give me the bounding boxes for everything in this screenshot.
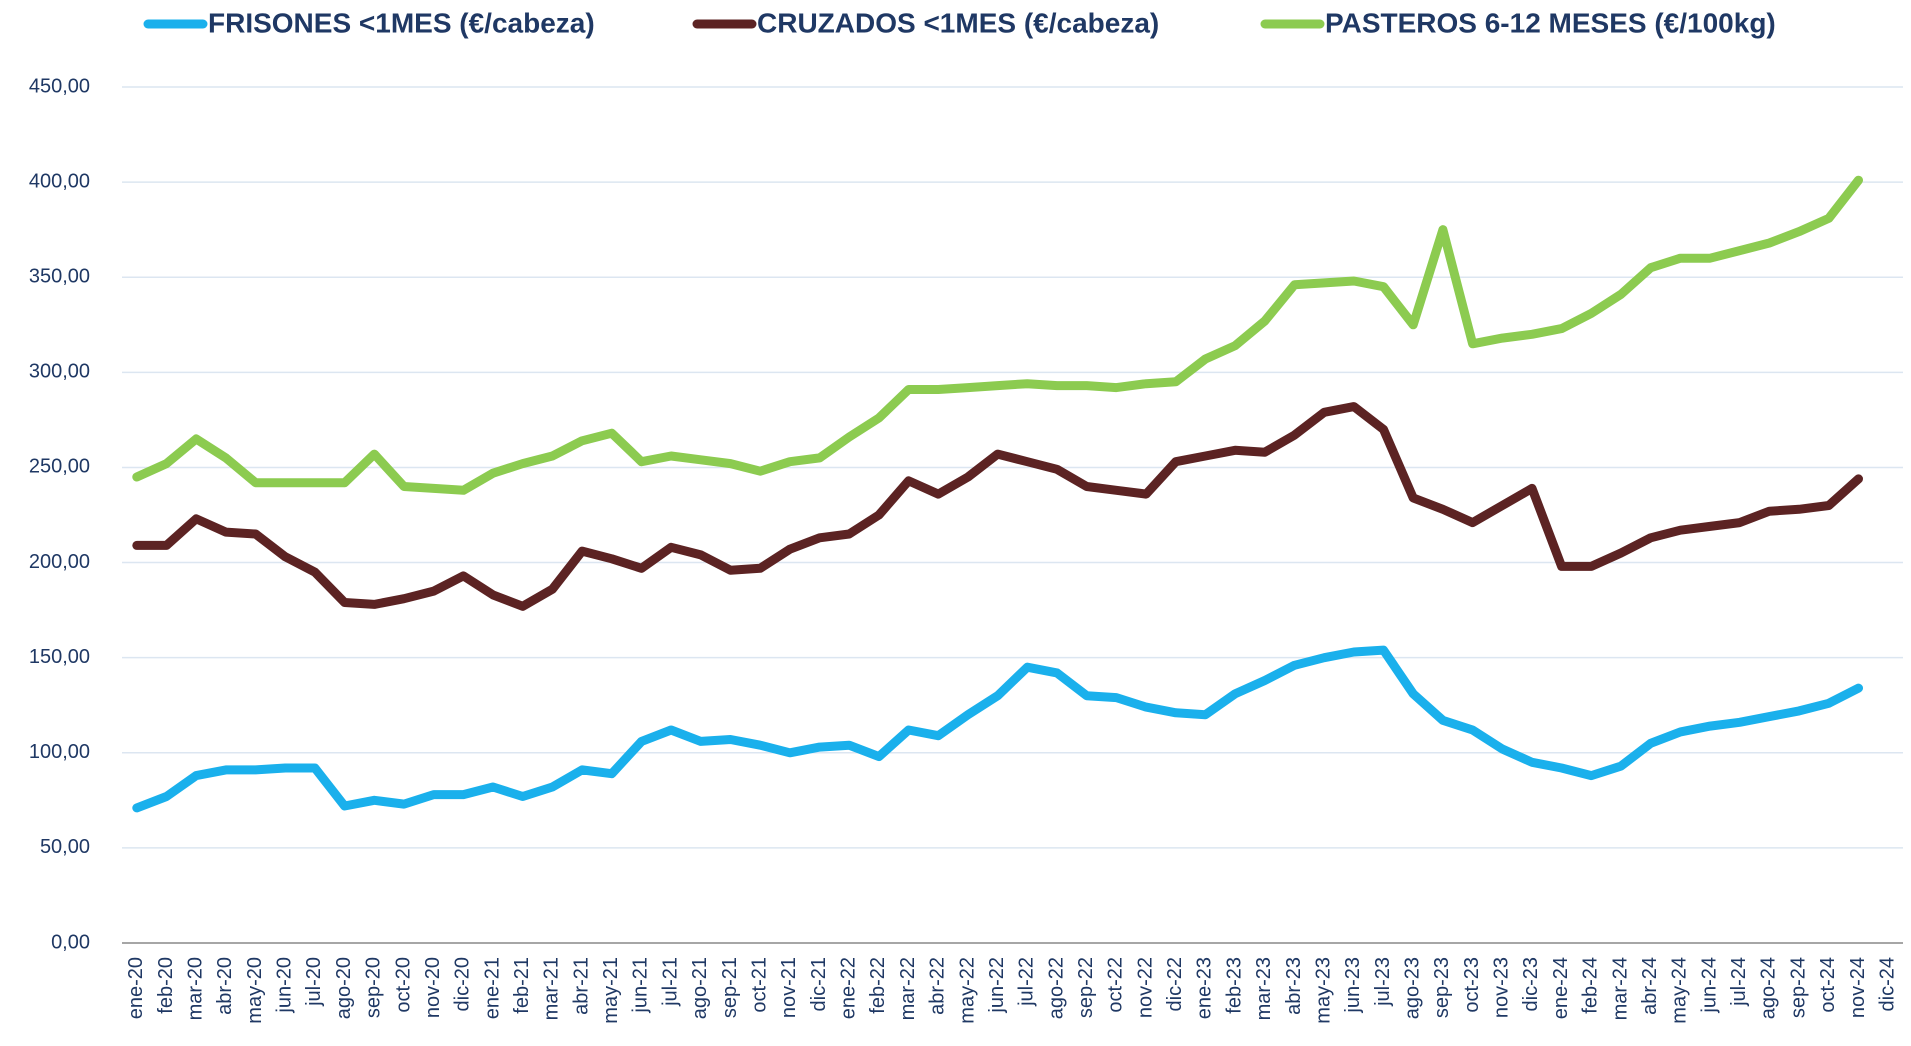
x-tick-label: jun-23: [1342, 957, 1364, 1014]
y-tick-label: 150,00: [29, 646, 90, 668]
x-tick-label: oct-24: [1817, 957, 1839, 1013]
x-tick-label: nov-21: [778, 957, 800, 1018]
x-tick-label: jul-24: [1728, 957, 1750, 1007]
x-tick-label: sep-23: [1431, 957, 1453, 1018]
x-tick-label: abr-21: [570, 957, 592, 1015]
x-tick-label: ene-23: [1194, 957, 1216, 1019]
x-tick-label: oct-23: [1461, 957, 1483, 1013]
x-tick-label: jul-20: [303, 957, 325, 1007]
x-tick-label: nov-20: [422, 957, 444, 1018]
x-tick-label: mar-21: [541, 957, 563, 1020]
x-tick-label: may-21: [600, 957, 622, 1024]
x-tick-label: dic-20: [452, 957, 474, 1011]
x-tick-label: abr-23: [1283, 957, 1305, 1015]
x-tick-label: mar-23: [1253, 957, 1275, 1020]
x-tick-label: jul-22: [1016, 957, 1038, 1007]
y-tick-label: 200,00: [29, 551, 90, 573]
x-tick-label: ago-23: [1402, 957, 1424, 1019]
series-line: [132, 645, 1863, 813]
x-tick-label: dic-24: [1876, 957, 1898, 1011]
y-tick-label: 250,00: [29, 456, 90, 478]
x-tick-label: nov-23: [1491, 957, 1513, 1018]
y-tick-label: 350,00: [29, 266, 90, 288]
x-tick-label: abr-24: [1639, 957, 1661, 1015]
x-tick-label: mar-20: [184, 957, 206, 1020]
x-tick-label: feb-20: [155, 957, 177, 1014]
x-tick-label: ene-21: [481, 957, 503, 1019]
x-tick-label: oct-20: [392, 957, 414, 1013]
legend-label: PASTEROS 6-12 MESES (€/100kg): [1325, 7, 1776, 38]
y-tick-label: 450,00: [29, 75, 90, 97]
x-tick-label: dic-23: [1520, 957, 1542, 1011]
series-line: [132, 402, 1863, 611]
x-tick-label: oct-21: [748, 957, 770, 1013]
x-tick-label: sep-22: [1075, 957, 1097, 1018]
y-tick-label: 50,00: [40, 836, 90, 858]
y-tick-label: 100,00: [29, 741, 90, 763]
x-tick-label: dic-21: [808, 957, 830, 1011]
x-tick-label: feb-23: [1223, 957, 1245, 1014]
x-tick-label: may-24: [1669, 957, 1691, 1024]
y-tick-label: 0,00: [51, 931, 90, 953]
series-line: [132, 175, 1863, 495]
legend-label: CRUZADOS <1MES (€/cabeza): [757, 7, 1159, 38]
x-tick-label: may-23: [1312, 957, 1334, 1024]
x-tick-label: ago-24: [1758, 957, 1780, 1019]
legend-label: FRISONES <1MES (€/cabeza): [208, 7, 595, 38]
x-tick-label: sep-21: [719, 957, 741, 1018]
y-tick-label: 400,00: [29, 170, 90, 192]
x-tick-label: jun-24: [1698, 957, 1720, 1014]
x-tick-label: jun-20: [274, 957, 296, 1014]
x-tick-label: feb-21: [511, 957, 533, 1014]
x-tick-label: mar-24: [1609, 957, 1631, 1020]
x-tick-label: ago-22: [1045, 957, 1067, 1019]
x-tick-label: mar-22: [897, 957, 919, 1020]
x-tick-label: nov-24: [1847, 957, 1869, 1018]
x-tick-label: feb-22: [867, 957, 889, 1014]
x-tick-label: jun-22: [986, 957, 1008, 1014]
x-tick-label: nov-22: [1134, 957, 1156, 1018]
x-tick-label: jun-21: [630, 957, 652, 1014]
x-tick-label: dic-22: [1164, 957, 1186, 1011]
x-tick-label: jul-23: [1372, 957, 1394, 1007]
x-tick-label: feb-24: [1580, 957, 1602, 1014]
x-tick-label: sep-20: [363, 957, 385, 1018]
x-tick-label: may-20: [244, 957, 266, 1024]
x-tick-label: abr-22: [927, 957, 949, 1015]
y-tick-label: 300,00: [29, 361, 90, 383]
x-tick-label: sep-24: [1787, 957, 1809, 1018]
x-tick-label: jul-21: [659, 957, 681, 1007]
x-tick-label: ago-21: [689, 957, 711, 1019]
x-tick-label: may-22: [956, 957, 978, 1024]
x-tick-label: ene-22: [838, 957, 860, 1019]
x-tick-label: ene-24: [1550, 957, 1572, 1019]
x-tick-label: ago-20: [333, 957, 355, 1019]
x-tick-label: ene-20: [125, 957, 147, 1019]
x-tick-label: oct-22: [1105, 957, 1127, 1013]
x-tick-label: abr-20: [214, 957, 236, 1015]
